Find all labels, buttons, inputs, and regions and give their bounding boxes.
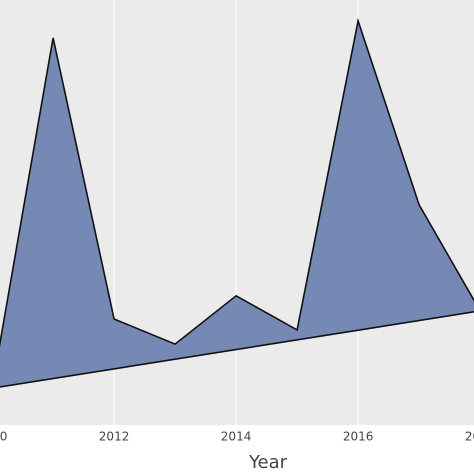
x-tick-label: 2016 — [343, 430, 374, 444]
x-axis-label: Year — [248, 452, 288, 473]
x-tick-label: 2018 — [465, 430, 474, 444]
x-tick-label: 2010 — [0, 430, 7, 444]
area — [0, 17, 474, 388]
x-tick-label: 2014 — [221, 430, 252, 444]
labels: 2010 2012 2014 2016 2018 — [0, 430, 474, 444]
x-tick-label: 2012 — [99, 430, 130, 444]
marks — [0, 17, 474, 388]
